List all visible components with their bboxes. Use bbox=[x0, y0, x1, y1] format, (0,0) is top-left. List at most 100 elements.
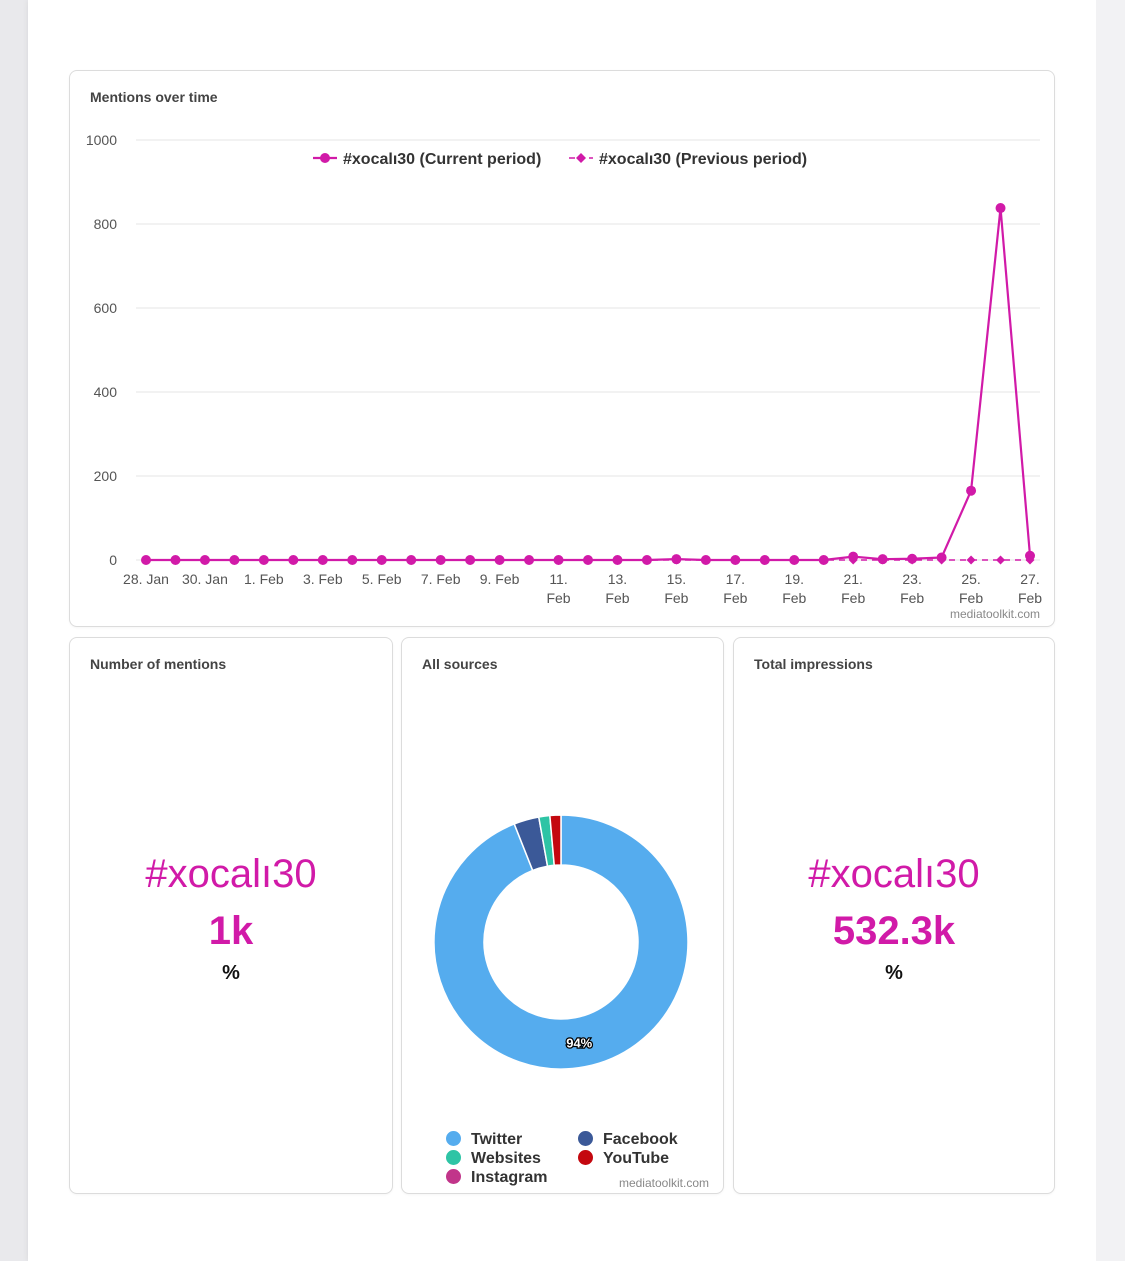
legend-label-previous: #xocalı30 (Previous period) bbox=[599, 151, 807, 168]
y-tick-label: 400 bbox=[94, 384, 118, 400]
data-point-current bbox=[789, 555, 800, 565]
series-line-current bbox=[146, 206, 1032, 562]
data-point-current bbox=[641, 555, 652, 565]
legend-label: Twitter bbox=[471, 1131, 523, 1148]
impressions-hashtag: #xocalı30 bbox=[808, 852, 980, 896]
y-tick-label: 200 bbox=[94, 468, 118, 484]
x-tick-label: 19. bbox=[785, 571, 804, 587]
y-tick-label: 800 bbox=[94, 216, 118, 232]
data-point-previous bbox=[966, 555, 976, 565]
mentions-hashtag: #xocalı30 bbox=[145, 852, 317, 896]
page-edge bbox=[1096, 0, 1125, 1261]
x-tick-label: Feb bbox=[605, 590, 629, 606]
x-tick-label: 21. bbox=[843, 571, 862, 587]
sources-donut-chart: 94% bbox=[433, 814, 689, 1070]
legend-label: Instagram bbox=[471, 1169, 548, 1186]
data-point-current bbox=[1025, 550, 1035, 561]
x-tick-label: 1. Feb bbox=[244, 571, 284, 587]
total-impressions-card: Total impressions #xocalı30 532.3k % bbox=[733, 637, 1055, 1194]
data-point-current bbox=[465, 555, 476, 565]
x-tick-label: Feb bbox=[664, 590, 688, 606]
card-title-mentions: Number of mentions bbox=[90, 656, 227, 672]
x-tick-label: Feb bbox=[782, 590, 806, 606]
x-tick-label: Feb bbox=[546, 590, 570, 606]
x-tick-label: Feb bbox=[1018, 590, 1042, 606]
x-tick-label: 9. Feb bbox=[480, 571, 520, 587]
data-point-current bbox=[583, 555, 593, 565]
legend-label: Facebook bbox=[603, 1131, 678, 1148]
data-point-current bbox=[317, 555, 328, 565]
x-tick-label: 27. bbox=[1020, 571, 1039, 587]
data-point-current bbox=[347, 555, 358, 565]
card-title-sources: All sources bbox=[422, 656, 498, 672]
x-tick-label: 23. bbox=[902, 571, 921, 587]
data-point-current bbox=[877, 554, 888, 565]
legend-label: Websites bbox=[471, 1150, 541, 1167]
data-point-current bbox=[376, 555, 387, 565]
chart-title: Mentions over time bbox=[90, 89, 218, 105]
x-tick-label: 3. Feb bbox=[303, 571, 343, 587]
mentions-line-chart: 0 200 400 600 800 1000 28. Jan 30. Jan 1. Feb 3. … bbox=[86, 132, 1042, 606]
x-tick-label: 25. bbox=[961, 571, 980, 587]
x-tick-label: 11. bbox=[549, 571, 567, 587]
donut-data-label: 94% bbox=[566, 1035, 592, 1050]
x-tick-label: 5. Feb bbox=[362, 571, 402, 587]
legend-label: YouTube bbox=[603, 1150, 670, 1167]
mentions-over-time-card: Mentions over time mediatoolkit.com bbox=[69, 70, 1055, 627]
donut-slice-youtube bbox=[549, 814, 562, 867]
legend-facebook[interactable]: Facebook bbox=[578, 1131, 678, 1149]
data-point-current bbox=[700, 555, 711, 565]
data-point-current bbox=[848, 551, 859, 562]
number-of-mentions-card: Number of mentions #xocalı30 1k % bbox=[69, 637, 393, 1194]
legend-websites[interactable]: Websites bbox=[446, 1150, 541, 1168]
data-point-current bbox=[170, 555, 181, 565]
x-tick-label: Feb bbox=[841, 590, 865, 606]
y-tick-label: 1000 bbox=[86, 132, 117, 148]
legend-youtube[interactable]: YouTube bbox=[578, 1150, 669, 1168]
youtube-dot-icon bbox=[578, 1150, 593, 1165]
data-point-current bbox=[966, 485, 977, 496]
data-point-current bbox=[258, 555, 269, 565]
data-point-current bbox=[288, 555, 299, 565]
legend-marker-previous bbox=[576, 153, 586, 163]
x-tick-label: 30. Jan bbox=[182, 571, 228, 587]
data-point-current bbox=[936, 552, 947, 563]
data-point-current bbox=[494, 555, 505, 565]
mentions-count: 1k bbox=[208, 909, 254, 953]
data-point-current bbox=[907, 553, 918, 564]
data-point-current bbox=[730, 555, 741, 565]
data-point-current bbox=[435, 555, 446, 565]
donut-slice-twitter bbox=[433, 814, 689, 1070]
data-point-current bbox=[141, 555, 151, 565]
chart-credit: mediatoolkit.com bbox=[949, 607, 1040, 621]
data-point-previous bbox=[996, 555, 1006, 565]
legend-marker-current bbox=[320, 153, 330, 163]
data-point-current bbox=[818, 555, 829, 565]
data-point-current bbox=[199, 555, 210, 565]
card-title-impressions: Total impressions bbox=[754, 656, 873, 672]
data-point-current bbox=[671, 554, 682, 565]
x-tick-label: 15. bbox=[667, 571, 686, 587]
x-tick-label: 17. bbox=[726, 571, 745, 587]
facebook-dot-icon bbox=[578, 1131, 593, 1146]
x-tick-label: Feb bbox=[900, 590, 924, 606]
sources-credit: mediatoolkit.com bbox=[618, 1176, 709, 1190]
mentions-percent: % bbox=[222, 962, 240, 984]
instagram-dot-icon bbox=[446, 1169, 461, 1184]
x-tick-label: 7. Feb bbox=[421, 571, 461, 587]
data-point-current bbox=[553, 555, 564, 565]
y-tick-label: 600 bbox=[94, 300, 118, 316]
websites-dot-icon bbox=[446, 1150, 461, 1165]
x-tick-label: Feb bbox=[723, 590, 747, 606]
legend-twitter[interactable]: Twitter bbox=[446, 1131, 522, 1149]
legend-instagram[interactable]: Instagram bbox=[446, 1169, 547, 1187]
data-point-current bbox=[759, 555, 770, 565]
twitter-dot-icon bbox=[446, 1131, 461, 1146]
x-tick-label: 28. Jan bbox=[123, 571, 169, 587]
data-point-current bbox=[229, 555, 240, 565]
data-point-current bbox=[612, 555, 623, 565]
data-point-current bbox=[995, 203, 1006, 214]
impressions-count: 532.3k bbox=[832, 909, 956, 953]
data-point-current bbox=[524, 555, 535, 565]
impressions-percent: % bbox=[885, 962, 903, 984]
